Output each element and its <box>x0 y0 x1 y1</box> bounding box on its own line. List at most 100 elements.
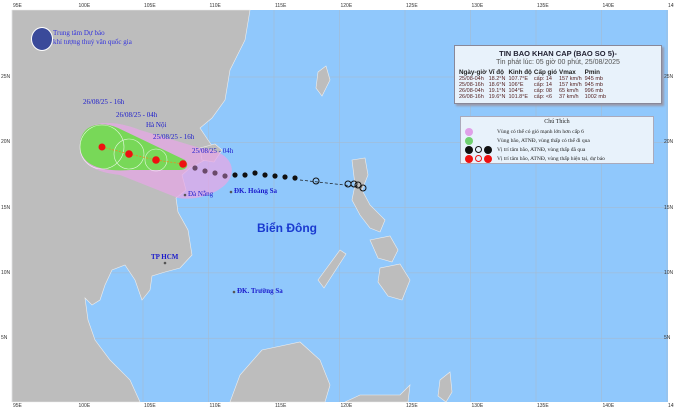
table-cell: 26/08-16h <box>459 94 484 100</box>
forecast-point <box>98 143 106 151</box>
past-point <box>202 168 208 174</box>
lat-tick: 15N <box>664 204 674 211</box>
past-point <box>242 172 248 178</box>
current-position <box>179 160 187 168</box>
lon-tick: 125E <box>406 3 418 9</box>
lat-tick: 5N <box>664 335 671 342</box>
legend: Chú Thích Vùng có thể có gió mạnh lớn hơ… <box>460 116 654 164</box>
legend-title: Chú Thích <box>544 119 570 125</box>
past-point <box>282 174 288 180</box>
table-header: Kinh độ <box>508 69 532 76</box>
table-cell: 25/08-04h <box>459 76 484 82</box>
agency-name-2: khí tượng thuỷ văn quốc gia <box>53 38 132 46</box>
forecast-point <box>152 156 160 164</box>
past-point-depression <box>350 180 358 188</box>
lon-tick: 115E <box>275 3 287 9</box>
table-row: 25/08-04h 18.2°N 107.7°E cấp: 14 157 km/h 945… <box>459 76 609 82</box>
lon-tick: 120E <box>340 403 353 409</box>
lon-tick: 105E <box>144 3 156 9</box>
place-truongsa: ĐK. Trường Sa <box>237 287 283 295</box>
forecast-table: Ngày-giờ Vĩ độ Kinh độ Cấp gió Vmax Pmin 25/0… <box>459 69 609 100</box>
lon-tick: 140E <box>602 403 615 409</box>
lon-tick: 110E <box>209 3 221 9</box>
table-cell: 104°E <box>508 88 524 94</box>
lat-tick: 20N <box>664 139 674 146</box>
bulletin-title: TIN BAO KHAN CAP (BAO SO 5)- <box>499 49 617 58</box>
forecast-label-25-16h: 25/08/25 - 16h <box>153 133 195 141</box>
bulletin-panel: TIN BAO KHAN CAP (BAO SO 5)- Tin phát lú… <box>454 45 662 104</box>
table-cell: 18.6°N <box>488 82 506 88</box>
legend-item: Vị trí tâm bão, ATNĐ, vùng thấp hiện tại… <box>461 154 653 163</box>
lon-tick: 95E <box>13 403 22 409</box>
past-point <box>222 173 228 179</box>
forecast-label-26-04h: 26/08/25 - 04h <box>116 111 158 119</box>
storm-cone <box>80 124 188 171</box>
past-point <box>272 173 278 179</box>
past-point-depression <box>354 181 362 189</box>
lon-tick: 120E <box>340 3 353 9</box>
forecast-track <box>98 143 187 168</box>
place-hcm: TP HCM <box>151 253 179 261</box>
lon-tick: 135E <box>537 403 549 409</box>
lon-tick: 115E <box>275 403 287 409</box>
lon-tick: 105E <box>144 403 156 409</box>
lat-tick: 5N <box>1 335 8 342</box>
table-cell: 18.2°N <box>488 76 506 82</box>
table-header: Vmax <box>559 69 576 76</box>
table-header: Ngày-giờ <box>459 69 487 76</box>
table-header: Pmin <box>584 69 601 76</box>
table-cell: 26/08-04h <box>459 88 484 94</box>
lon-tick: 110E <box>209 403 221 409</box>
lat-tick: 10N <box>1 269 11 276</box>
table-cell: 106°E <box>508 82 524 88</box>
table-cell: cấp: 08 <box>533 88 552 94</box>
table-cell: 101.8°E <box>508 94 529 100</box>
forecast-label-26-16h: 26/08/25 - 16h <box>83 98 125 106</box>
lat-tick: 10N <box>664 269 674 276</box>
table-header: Cấp gió <box>533 69 557 76</box>
lon-tick: 95E <box>13 3 22 9</box>
place-markers <box>163 190 236 294</box>
lon-tick: 100E <box>78 403 91 409</box>
lat-tick: 20N <box>1 139 11 146</box>
table-row: 26/08-04h 19.1°N 104°E cấp: 08 65 km/h 996 mb <box>459 88 609 94</box>
table-cell: 945 mb <box>584 76 603 82</box>
table-cell: 157 km/h <box>559 76 582 82</box>
lon-tick: 145E <box>668 403 674 409</box>
lon-tick: 130E <box>471 3 484 9</box>
table-cell: 1002 mb <box>584 94 607 100</box>
place-danang: Đà Nẵng <box>188 190 214 198</box>
forecast-point <box>125 150 133 158</box>
table-header: Vĩ độ <box>488 69 504 76</box>
past-point-depression <box>359 184 367 192</box>
past-point <box>292 175 298 181</box>
past-point <box>192 165 198 171</box>
past-point <box>252 170 258 176</box>
past-point <box>232 172 238 178</box>
past-track <box>192 165 367 192</box>
lon-tick: 100E <box>78 3 91 9</box>
bulletin-issued: Tin phát lúc: 05 giờ 00 phút, 25/08/2025 <box>496 59 620 66</box>
table-cell: 19.1°N <box>488 88 506 94</box>
agency-logo <box>31 27 53 51</box>
table-cell: 65 km/h <box>559 88 579 94</box>
table-cell: 19.6°N <box>488 94 506 100</box>
place-hoangsa: ĐK. Hoàng Sa <box>234 187 277 195</box>
table-cell: 157 km/h <box>559 82 582 88</box>
agency-name-1: Trung tâm Dự báo <box>53 29 105 37</box>
table-cell: 37 km/h <box>559 94 579 100</box>
lon-tick: 135E <box>537 3 549 9</box>
sea-name: Biển Đông <box>257 221 317 235</box>
table-row: 26/08-16h 19.6°N 101.8°E cấp: <6 37 km/h 1002… <box>459 94 609 100</box>
lon-tick: 145E <box>668 3 674 9</box>
lat-tick: 25N <box>664 74 674 80</box>
lat-tick: 15N <box>1 204 11 211</box>
table-cell: cấp: 14 <box>533 76 552 82</box>
past-point-depression <box>312 177 320 185</box>
legend-item: Vị trí tâm bão, ATNĐ, vùng thấp đã qua <box>461 145 653 154</box>
past-point <box>212 170 218 176</box>
lon-tick: 125E <box>406 403 418 409</box>
table-cell: 107.7°E <box>508 76 529 82</box>
table-cell: 945 mb <box>584 82 603 88</box>
forecast-label-25-04h: 25/08/25 - 04h <box>192 147 234 155</box>
